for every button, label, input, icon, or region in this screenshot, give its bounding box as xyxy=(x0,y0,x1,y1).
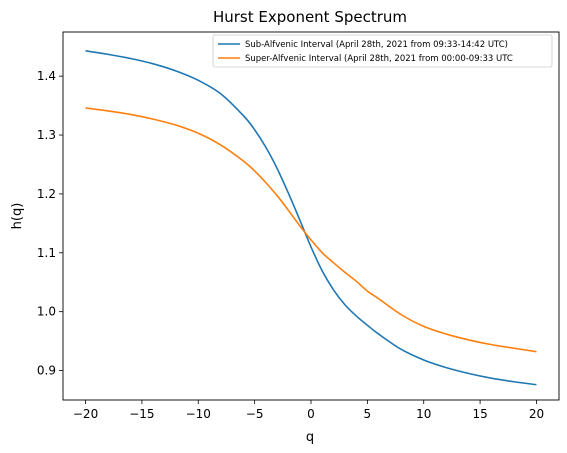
x-tick-label: −5 xyxy=(246,407,264,421)
series-line-super-alfvenic xyxy=(85,107,537,353)
plot-area xyxy=(63,32,559,400)
chart-title: Hurst Exponent Spectrum xyxy=(213,8,407,26)
y-axis: 0.9 1.0 1.1 1.2 1.3 1.4 xyxy=(37,69,63,378)
x-tick-label: 10 xyxy=(416,407,431,421)
x-tick-label: 0 xyxy=(307,407,315,421)
x-tick-label: −20 xyxy=(73,407,98,421)
legend-box xyxy=(212,34,553,68)
x-axis: −20 −15 −10 −5 0 5 10 15 20 xyxy=(73,400,544,421)
x-tick-label: 5 xyxy=(364,407,372,421)
series-layer xyxy=(85,50,537,386)
legend: Sub-Alfvenic Interval (April 28th, 2021 … xyxy=(212,34,553,68)
y-axis-label: h(q) xyxy=(10,203,25,230)
x-tick-label: −15 xyxy=(129,407,154,421)
x-tick-label: 20 xyxy=(529,407,544,421)
series-line-sub-alfvenic xyxy=(85,50,537,386)
legend-label-super-alfvenic: Super-Alfvenic Interval (April 28th, 202… xyxy=(245,54,513,64)
y-tick-label: 1.3 xyxy=(37,128,56,142)
y-tick-label: 1.2 xyxy=(37,187,56,201)
legend-label-sub-alfvenic: Sub-Alfvenic Interval (April 28th, 2021 … xyxy=(245,40,508,50)
x-axis-label: q xyxy=(306,430,314,445)
x-tick-label: 15 xyxy=(472,407,487,421)
y-tick-label: 1.4 xyxy=(37,69,56,83)
y-tick-label: 0.9 xyxy=(37,364,56,378)
y-tick-label: 1.1 xyxy=(37,246,56,260)
x-tick-label: −10 xyxy=(186,407,211,421)
y-tick-label: 1.0 xyxy=(37,305,56,319)
